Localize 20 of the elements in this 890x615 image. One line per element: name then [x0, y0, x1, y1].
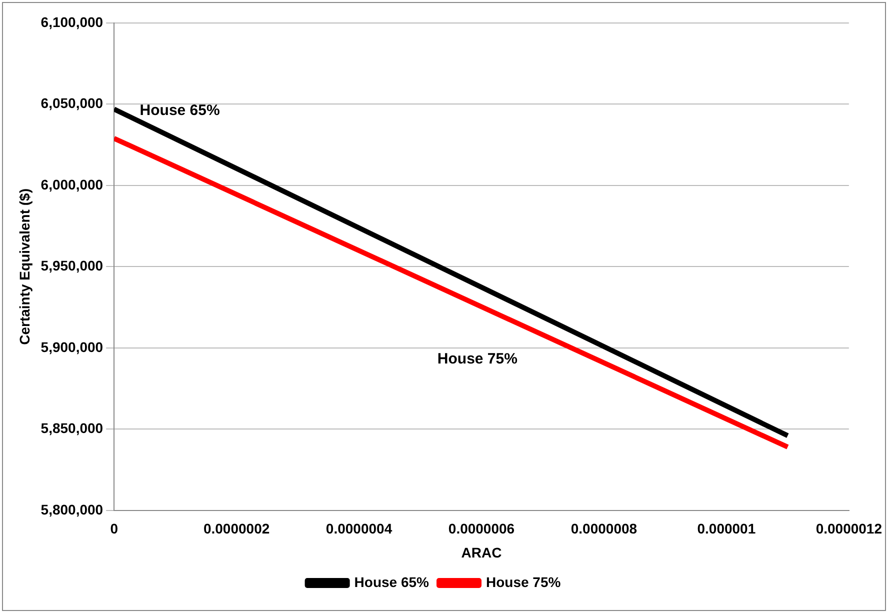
annotation: House 65% — [140, 102, 220, 119]
x-tick-label: 0.000001 — [697, 520, 756, 537]
legend-label: House 75% — [486, 574, 562, 590]
x-tick-label: 0.0000008 — [570, 520, 638, 537]
y-axis-title: Certainty Equivalent ($) — [16, 188, 32, 345]
y-tick-label: 6,050,000 — [40, 95, 104, 112]
legend-label: House 65% — [354, 574, 430, 590]
y-tick-label: 5,950,000 — [40, 258, 104, 274]
y-tick-label: 5,850,000 — [40, 420, 104, 436]
y-tick-label: 6,100,000 — [40, 14, 104, 30]
y-tick-label: 6,000,000 — [40, 176, 104, 192]
x-tick-label: 0.0000004 — [326, 520, 392, 537]
annotation: House 75% — [437, 350, 518, 368]
x-tick-label: 0.0000006 — [448, 520, 515, 537]
y-tick-label: 5,800,000 — [40, 501, 104, 518]
x-tick-label: 0 — [110, 520, 118, 537]
y-tick-label: 5,900,000 — [40, 338, 104, 355]
x-tick-label: 0.0000012 — [816, 520, 882, 537]
x-tick-label: 0.0000002 — [203, 520, 270, 537]
x-axis-title: ARAC — [461, 544, 502, 560]
